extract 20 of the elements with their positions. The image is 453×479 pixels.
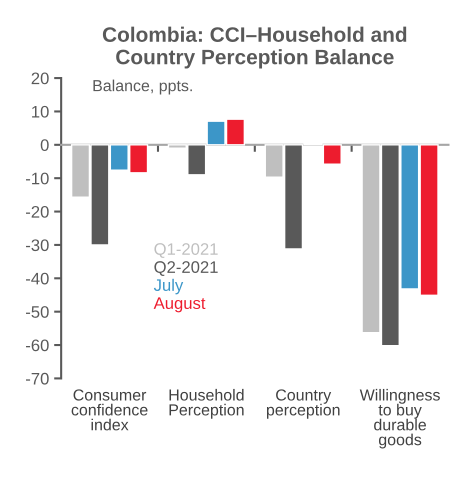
chart-title: Colombia: CCI–Household and Country Perception Balance [102, 26, 406, 69]
y-tick-label: -20 [26, 206, 49, 218]
y-tick-label: -70 [26, 372, 49, 385]
y-tick-label: -40 [26, 272, 49, 284]
text: Q1-2021 [154, 243, 218, 258]
y-tick-label: -30 [26, 239, 49, 252]
annotation: Balance, ppts. [93, 80, 192, 94]
y-tick-label: 10 [32, 106, 49, 118]
x-tick-label: Country perception [266, 389, 340, 419]
x-tick-label: Household Perception [170, 388, 244, 419]
x-tick-label: Consumer confidence index [72, 389, 148, 430]
text: July [154, 278, 184, 294]
y-tick-label: -10 [26, 172, 49, 184]
text: Q2-2021 [154, 261, 218, 276]
y-tick-label: 20 [32, 72, 49, 84]
y-tick-label: 0 [40, 139, 49, 152]
text: August [154, 297, 206, 312]
y-tick-label: -50 [26, 306, 49, 318]
x-tick-label: Willingness to buy durable goods [360, 388, 440, 448]
y-tick-label: -60 [26, 339, 49, 352]
